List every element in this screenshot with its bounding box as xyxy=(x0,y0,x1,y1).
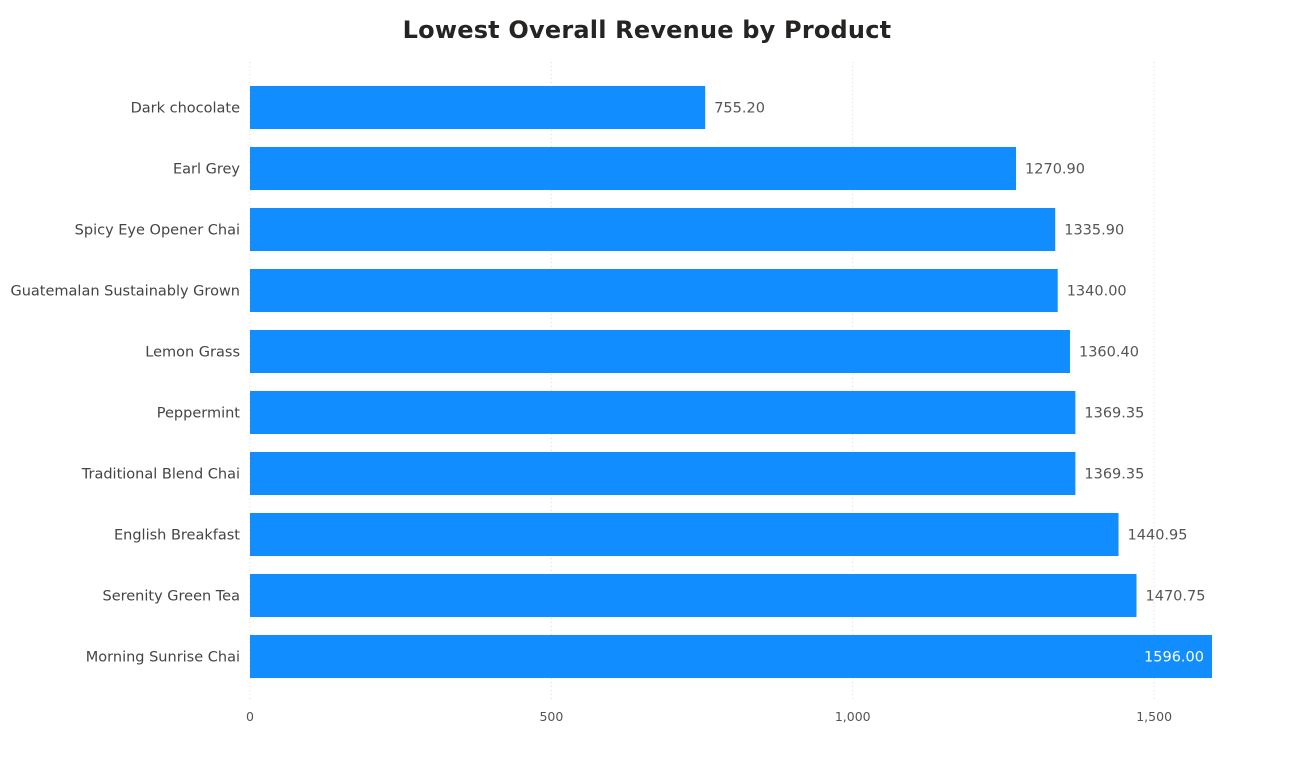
data-label: 1369.35 xyxy=(1084,406,1144,422)
x-axis-ticks: 0 500 1,000 1,500 xyxy=(246,709,1172,724)
data-label: 755.20 xyxy=(714,101,765,117)
category-label: Guatemalan Sustainably Grown xyxy=(11,284,241,300)
bar[interactable] xyxy=(250,330,1070,373)
bar[interactable] xyxy=(250,574,1137,617)
bar[interactable] xyxy=(250,391,1076,434)
data-label: 1596.00 xyxy=(1144,650,1204,666)
data-label: 1360.40 xyxy=(1079,345,1139,361)
x-tick-label: 1,500 xyxy=(1136,709,1172,724)
bar[interactable] xyxy=(250,208,1056,251)
x-tick-label: 1,000 xyxy=(835,709,871,724)
bar[interactable] xyxy=(250,452,1076,495)
category-label: Traditional Blend Chai xyxy=(81,467,240,483)
data-labels: 755.20 1270.90 1335.90 1340.00 1360.40 1369.3… xyxy=(714,101,1205,666)
category-label: Serenity Green Tea xyxy=(102,589,240,605)
data-label: 1270.90 xyxy=(1025,162,1085,178)
x-tick-label: 500 xyxy=(539,709,563,724)
category-label: Lemon Grass xyxy=(145,345,240,361)
category-label: Earl Grey xyxy=(173,162,240,178)
category-label: English Breakfast xyxy=(114,528,240,544)
bar[interactable] xyxy=(250,513,1119,556)
bar[interactable] xyxy=(250,635,1212,678)
data-label: 1340.00 xyxy=(1067,284,1127,300)
data-label: 1335.90 xyxy=(1064,223,1124,239)
data-label: 1369.35 xyxy=(1084,467,1144,483)
category-label: Spicy Eye Opener Chai xyxy=(75,223,240,239)
x-tick-label: 0 xyxy=(246,709,254,724)
category-label: Peppermint xyxy=(157,406,241,422)
bar[interactable] xyxy=(250,86,706,129)
category-labels: Dark chocolate Earl Grey Spicy Eye Opener … xyxy=(11,101,241,666)
category-label: Morning Sunrise Chai xyxy=(86,650,240,666)
category-label: Dark chocolate xyxy=(131,101,240,117)
data-label: 1470.75 xyxy=(1146,589,1206,605)
bar[interactable] xyxy=(250,147,1017,190)
bar[interactable] xyxy=(250,269,1058,312)
chart-title: Lowest Overall Revenue by Product xyxy=(402,16,892,44)
data-label: 1440.95 xyxy=(1128,528,1188,544)
bars xyxy=(250,86,1212,678)
